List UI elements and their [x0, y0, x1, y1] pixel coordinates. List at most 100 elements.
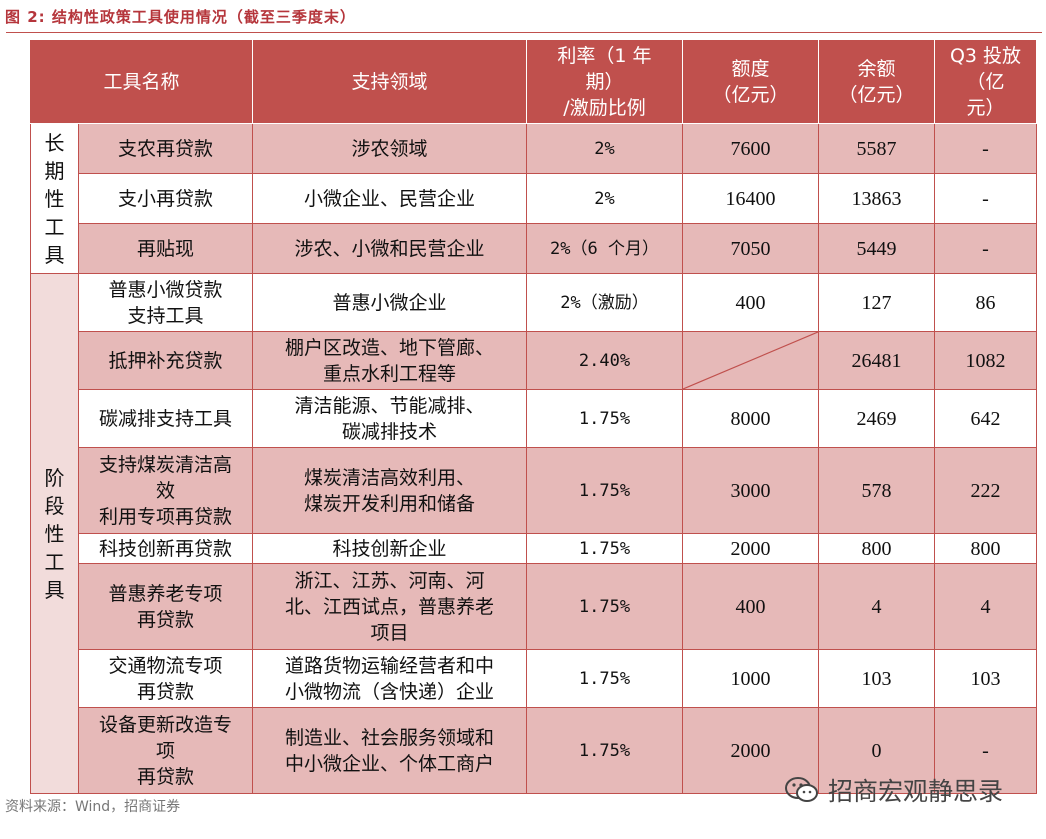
tool-name-line: 支持工具	[127, 304, 204, 327]
balance-cell: 127	[818, 273, 935, 332]
tool-name-line: 科技创新再贷款	[98, 537, 232, 560]
support-field-line: 清洁能源、节能减排、	[294, 394, 485, 417]
support-field: 清洁能源、节能减排、 碳减排技术	[252, 389, 527, 448]
support-field-line: 涉农领域	[351, 137, 428, 160]
quota-cell: 3000	[682, 447, 819, 534]
group-char-line: 期	[44, 158, 65, 183]
header-q3-line: 元）	[966, 96, 1005, 119]
quota-cell: 400	[682, 273, 819, 332]
tool-name-line: 普惠养老专项	[108, 582, 223, 605]
table-row: 支持煤炭清洁高效利用专项再贷款 煤炭清洁高效利用、 煤炭开发利用和储备 1.75% 30…	[31, 447, 1037, 534]
q3-cell: 642	[934, 389, 1037, 448]
header-q3-line: Q3 投放	[949, 44, 1022, 67]
quota-cell: 2000	[682, 533, 819, 564]
header-row: 工具名称 支持领域 利率（1 年 期） /激励比例 额度 （亿元） 余额 （亿元…	[30, 39, 1037, 124]
rate-cell: 2%	[526, 173, 683, 224]
support-field: 科技创新企业	[252, 533, 527, 564]
support-field-line: 道路货物运输经营者和中	[284, 654, 494, 677]
header-quota-line: （亿元）	[712, 83, 789, 106]
rate-cell: 1.75%	[526, 533, 683, 564]
header-quota: 额度 （亿元）	[682, 39, 819, 124]
balance-cell: 0	[818, 707, 935, 794]
support-field-line: 棚户区改造、地下管廊、	[284, 336, 494, 359]
balance-cell: 103	[818, 649, 935, 708]
support-field: 棚户区改造、地下管廊、 重点水利工程等	[252, 331, 527, 390]
tool-name-line: 效	[155, 479, 175, 502]
header-field: 支持领域	[252, 39, 527, 124]
group-label: 长期性工具	[30, 123, 79, 274]
rate-cell: 2%	[526, 123, 683, 174]
support-field-line: 项目	[370, 621, 409, 644]
quota-cell: 7600	[682, 123, 819, 174]
q3-cell: -	[934, 173, 1037, 224]
header-q3: Q3 投放 （亿 元）	[934, 39, 1037, 124]
support-field-line: 碳减排技术	[341, 420, 437, 443]
header-rate: 利率（1 年 期） /激励比例	[526, 39, 683, 124]
rate-cell: 1.75%	[526, 447, 683, 534]
support-field-line: 科技创新企业	[332, 537, 447, 560]
tool-name-line: 交通物流专项	[108, 654, 223, 677]
table-row: 抵押补充贷款 棚户区改造、地下管廊、 重点水利工程等 2.40% 26481 1082	[31, 331, 1037, 390]
support-field-line: 小微物流（含快递）企业	[284, 680, 494, 703]
tool-name-line: 再贷款	[136, 608, 194, 631]
watermark: 招商宏观静思录	[784, 772, 1003, 808]
watermark-text: 招商宏观静思录	[828, 777, 1004, 806]
group-char-line: 性	[44, 186, 65, 211]
tool-name-line: 支持煤炭清洁高	[98, 453, 232, 476]
balance-cell: 13863	[818, 173, 935, 224]
q3-cell: -	[934, 223, 1037, 274]
table-row: 设备更新改造专项再贷款 制造业、社会服务领域和 中小微企业、个体工商户 1.75% 20…	[31, 707, 1037, 794]
group-char-line: 具	[44, 577, 65, 602]
balance-cell: 578	[818, 447, 935, 534]
tool-name-line: 项	[155, 739, 175, 762]
rate-cell: 1.75%	[526, 389, 683, 448]
table-row: 支小再贷款 小微企业、民营企业 2% 16400 13863-	[31, 173, 1037, 224]
group-char-line: 长	[44, 130, 65, 155]
tool-name-line: 支农再贷款	[117, 137, 213, 160]
quota-cell: 2000	[682, 707, 819, 794]
support-field-line: 中小微企业、个体工商户	[284, 752, 494, 775]
tool-name: 普惠小微贷款 支持工具	[78, 273, 253, 332]
support-field: 浙江、江苏、河南、河 北、江西试点，普惠养老 项目	[252, 563, 527, 650]
header-balance-line: 余额	[857, 57, 896, 80]
header-name: 工具名称	[30, 39, 253, 124]
tool-name: 支小再贷款	[78, 173, 253, 224]
group-char-line: 具	[44, 242, 65, 267]
tool-name-line: 设备更新改造专	[98, 713, 232, 736]
group-char-line: 段	[44, 493, 65, 518]
figure-title: 图 2: 结构性政策工具使用情况（截至三季度末）	[5, 8, 356, 26]
rate-cell: 2%（激励）	[526, 273, 683, 332]
tool-name-line: 支小再贷款	[117, 187, 213, 210]
wechat-icon	[785, 777, 818, 802]
rate-cell: 1.75%	[526, 649, 683, 708]
tool-name: 抵押补充贷款	[78, 331, 253, 390]
support-field-line: 重点水利工程等	[322, 362, 456, 385]
balance-cell: 5587	[818, 123, 935, 174]
group-char-line: 阶	[44, 465, 65, 490]
header-balance-line: （亿元）	[838, 83, 915, 106]
table-row: 阶段性工具普惠小微贷款 支持工具 普惠小微企业 2%（激励） 400 127 86	[30, 273, 1037, 794]
policy-tools-table: 工具名称 支持领域 利率（1 年 期） /激励比例 额度 （亿元） 余额 （亿元…	[30, 39, 1037, 794]
support-field-line: 普惠小微企业	[332, 291, 447, 314]
tool-name-line: 碳减排支持工具	[98, 407, 232, 430]
table-row: 再贴现 涉农、小微和民营企业 2%（6 个月） 7050 5449-	[31, 223, 1037, 274]
source-note: 资料来源：Wind，招商证券	[5, 799, 181, 815]
support-field: 涉农领域	[252, 123, 527, 174]
support-field-line: 浙江、江苏、河南、河	[294, 569, 485, 592]
tool-name-line: 抵押补充贷款	[108, 349, 223, 372]
quota-cell: 16400	[682, 173, 819, 224]
group-char-line: 性	[44, 521, 65, 546]
header-rate-line: 期）	[585, 70, 624, 93]
q3-cell: 4	[934, 563, 1037, 650]
support-field-line: 煤炭开发利用和储备	[303, 492, 475, 515]
header-rate-line: /激励比例	[563, 96, 646, 119]
balance-cell: 5449	[818, 223, 935, 274]
support-field-line: 涉农、小微和民营企业	[294, 237, 485, 260]
header-balance: 余额 （亿元）	[818, 39, 935, 124]
balance-cell: 800	[818, 533, 935, 564]
rate-cell: 1.75%	[526, 563, 683, 650]
header-field-line: 支持领域	[351, 70, 428, 93]
tool-name: 科技创新再贷款	[78, 533, 253, 564]
support-field: 道路货物运输经营者和中 小微物流（含快递）企业	[252, 649, 527, 708]
support-field-line: 北、江西试点，普惠养老	[284, 595, 494, 618]
